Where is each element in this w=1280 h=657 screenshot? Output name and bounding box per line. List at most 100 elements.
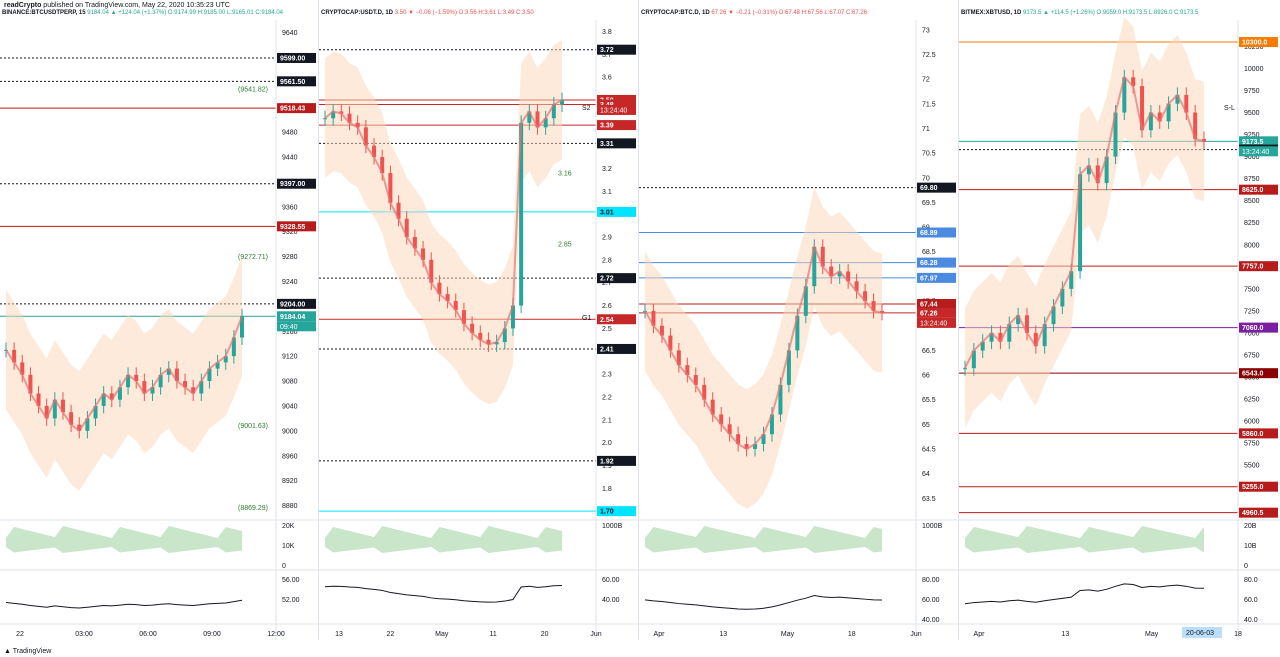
candle-body [494, 342, 499, 345]
chart-canvas[interactable]: 9640960095609520948094409400936093209280… [0, 0, 318, 640]
candle-body [85, 418, 90, 431]
candle-body [36, 393, 41, 406]
bollinger-band [965, 17, 1204, 428]
countdown-tag [597, 104, 636, 115]
candle-body [651, 310, 656, 326]
candle-body [207, 368, 212, 382]
y-tick-label: 69.5 [922, 200, 936, 207]
price-tag-label: 9561.50 [280, 79, 305, 86]
price-tag [597, 506, 636, 517]
candle-body [863, 291, 868, 302]
volume-tick-label: 10K [282, 543, 295, 550]
y-tick-label: 70 [922, 175, 930, 182]
price-tag [277, 311, 316, 322]
y-tick-label: 3.2 [602, 166, 612, 173]
x-tick-label: May [1145, 631, 1159, 638]
candle-body [795, 315, 800, 351]
volume-tick-label: 1000B [922, 523, 943, 530]
chart-pane-btc-dominance[interactable]: CRYPTOCAP:BTC.D, 1D 67.26 ▼ −0.21 (−0.31… [639, 0, 959, 640]
candle-body [109, 393, 114, 400]
candle-body [727, 424, 732, 435]
candle-body [372, 145, 377, 158]
x-tick-label: May [435, 631, 449, 638]
volume-area [965, 526, 1204, 553]
price-tag [1239, 184, 1278, 195]
candle-body [535, 111, 540, 128]
osc-tick-label: 56.00 [282, 577, 300, 584]
candle-body [676, 350, 681, 366]
candle-body [44, 405, 49, 419]
candle-body [769, 414, 774, 435]
candle-body [166, 368, 171, 375]
candle-body [871, 301, 876, 311]
line-note: (8869.29) [238, 505, 268, 512]
candle-body [52, 399, 57, 419]
price-tag [1239, 136, 1278, 147]
price-tag [1239, 481, 1278, 492]
price-tag [917, 299, 956, 310]
price-tag [597, 455, 636, 466]
y-tick-label: 2.5 [602, 326, 612, 333]
x-tick-label: 09:00 [203, 631, 221, 638]
candle-body [93, 405, 98, 419]
chart-marker: S2 [582, 105, 591, 112]
osc-tick-label: 60.00 [602, 577, 620, 584]
price-tag-label: 67.26 [920, 310, 938, 317]
candle-body [1184, 94, 1189, 113]
series-line [644, 243, 883, 451]
candle-body [117, 387, 122, 400]
candle-body [1007, 324, 1012, 342]
y-tick-label: 9160 [282, 329, 298, 336]
x-tick-label: 18 [848, 631, 856, 638]
price-tag-label: 9204.00 [280, 301, 305, 308]
volume-area [325, 526, 562, 553]
price-tag-label: 4960.5 [1242, 510, 1264, 517]
line-note: (9272.71) [238, 254, 268, 261]
y-tick-label: 9250 [1244, 132, 1260, 139]
candle-body [1069, 271, 1074, 289]
price-tag-label: 3.31 [600, 141, 614, 148]
y-tick-label: 7000 [1244, 330, 1260, 337]
candle-body [478, 332, 483, 340]
oscillator-line [324, 584, 563, 603]
pane-ohlc: 67.26 ▼ −0.21 (−0.31%) O:67.48 H:67.56 L… [711, 10, 868, 16]
candle-body [1157, 112, 1162, 122]
chart-canvas[interactable]: 10250 10000 9750 9500 9250 9000 8750 8500 8250 80… [959, 0, 1280, 640]
candle-body [1051, 306, 1056, 325]
price-tag [917, 272, 956, 283]
volume-area [645, 526, 882, 553]
osc-tick-label: 80.0 [1244, 577, 1258, 584]
bollinger-band [6, 256, 242, 491]
x-tick-label: 12:00 [267, 631, 285, 638]
chart-pane-xbtusd[interactable]: BITMEX:XBTUSD, 1D 9173.5 ▲ +114.5 (+1.26… [959, 0, 1280, 640]
chart-canvas[interactable]: 7372.57271.57170.57069.56968.56867.56766… [639, 0, 958, 640]
candle-body [803, 286, 808, 316]
y-tick-label: 9440 [282, 154, 298, 161]
candle-body [719, 414, 724, 425]
candle-body [421, 248, 426, 260]
pane-symbol: CRYPTOCAP:BTC.D, 1D [641, 10, 710, 16]
chart-pane-usdt-dominance[interactable]: CRYPTOCAP:USDT.D, 1D 3.50 ▼ −0.06 (−1.59… [319, 0, 639, 640]
price-tag-label: 5860.0 [1242, 431, 1264, 438]
volume-tick-label: 10B [1244, 543, 1257, 550]
chart-canvas[interactable]: 3.83.73.63.53.43.33.23.13.02.92.82.72.62… [319, 0, 638, 640]
candle-body [1104, 156, 1109, 184]
y-tick-label: 3.6 [602, 75, 612, 82]
candle-body [158, 374, 163, 388]
x-tick-label: 11 [490, 631, 497, 638]
price-tag [277, 52, 316, 63]
price-tag-label: 8625.0 [1242, 187, 1264, 194]
countdown-tag [1239, 146, 1278, 157]
price-tag-label: 9328.55 [280, 224, 305, 231]
price-tag [1239, 428, 1278, 439]
x-tick-label: 18 [1234, 631, 1242, 638]
chart-pane-btcusdtperp[interactable]: BINANCE:BTCUSDTPERP, 15 9184.04 ▲ +124.0… [0, 0, 319, 640]
candle-body [28, 374, 33, 394]
y-tick-label: 9320 [282, 229, 298, 236]
price-tag-label: 3.72 [600, 47, 614, 54]
candle-body [69, 412, 74, 425]
candle-body [560, 99, 564, 105]
price-tag-label: 3.01 [600, 209, 614, 216]
candle-body [126, 374, 131, 388]
tradingview-logo: ▲ TradingView [4, 648, 51, 655]
